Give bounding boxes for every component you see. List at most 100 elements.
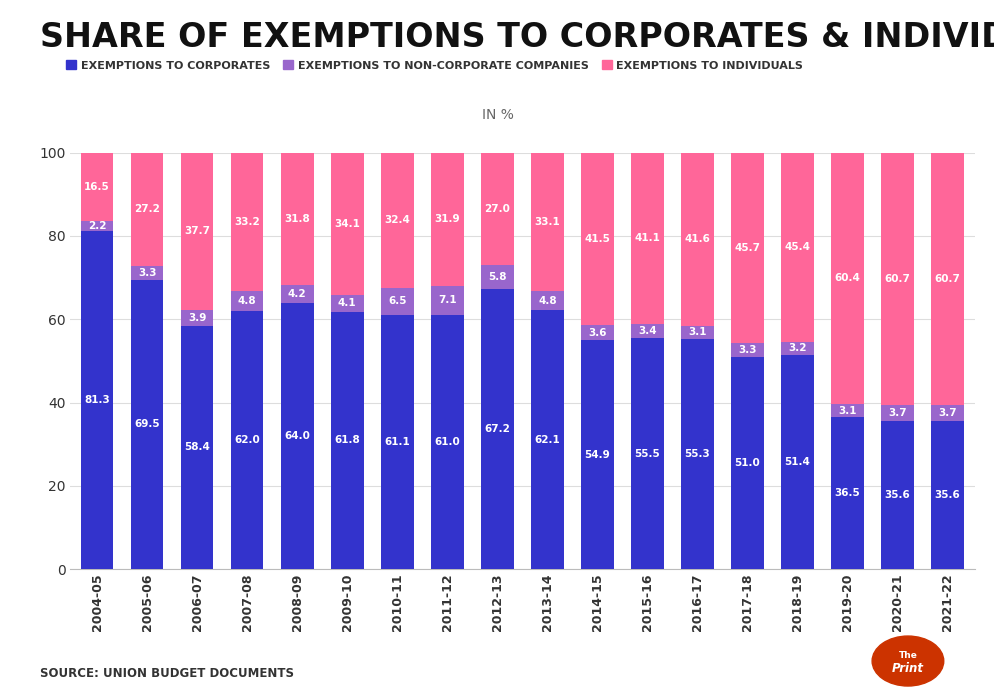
Text: 35.6: 35.6 bbox=[884, 490, 910, 500]
Text: SHARE OF EXEMPTIONS TO CORPORATES & INDIVIDUALS: SHARE OF EXEMPTIONS TO CORPORATES & INDI… bbox=[40, 21, 994, 54]
Text: 4.1: 4.1 bbox=[338, 298, 356, 308]
Text: 45.7: 45.7 bbox=[734, 243, 759, 253]
Bar bbox=[881, 153, 912, 405]
Text: 5.8: 5.8 bbox=[488, 272, 506, 282]
Bar bbox=[580, 341, 613, 569]
Bar bbox=[381, 287, 414, 314]
Bar bbox=[331, 295, 363, 312]
Bar bbox=[930, 421, 963, 569]
Bar bbox=[780, 355, 813, 569]
Text: 61.8: 61.8 bbox=[334, 435, 360, 446]
Text: 3.1: 3.1 bbox=[837, 405, 856, 416]
Text: 3.7: 3.7 bbox=[888, 408, 906, 418]
Text: 31.9: 31.9 bbox=[434, 214, 459, 224]
Bar bbox=[681, 339, 713, 569]
Text: 7.1: 7.1 bbox=[437, 295, 456, 305]
Bar bbox=[681, 153, 713, 326]
Text: 3.1: 3.1 bbox=[688, 328, 706, 337]
Bar bbox=[881, 421, 912, 569]
Text: SOURCE: UNION BUDGET DOCUMENTS: SOURCE: UNION BUDGET DOCUMENTS bbox=[40, 667, 293, 680]
Bar bbox=[381, 314, 414, 569]
Text: 37.7: 37.7 bbox=[184, 226, 210, 236]
Legend: EXEMPTIONS TO CORPORATES, EXEMPTIONS TO NON-CORPORATE COMPANIES, EXEMPTIONS TO I: EXEMPTIONS TO CORPORATES, EXEMPTIONS TO … bbox=[66, 60, 802, 71]
Text: 61.1: 61.1 bbox=[384, 437, 410, 447]
Text: Print: Print bbox=[891, 662, 923, 675]
Text: 35.6: 35.6 bbox=[933, 490, 959, 500]
Bar bbox=[531, 310, 563, 569]
Bar bbox=[231, 311, 263, 569]
Bar bbox=[580, 153, 613, 325]
Bar bbox=[580, 325, 613, 341]
Bar bbox=[331, 153, 363, 295]
Text: 64.0: 64.0 bbox=[284, 431, 310, 441]
Bar bbox=[731, 343, 763, 357]
Bar bbox=[231, 153, 263, 291]
Bar bbox=[881, 405, 912, 421]
Text: 55.3: 55.3 bbox=[684, 449, 710, 459]
Bar bbox=[81, 230, 113, 569]
Bar bbox=[430, 153, 463, 285]
Bar bbox=[830, 404, 863, 417]
Bar bbox=[731, 153, 763, 343]
Bar bbox=[131, 266, 163, 280]
Bar bbox=[481, 153, 513, 265]
Bar bbox=[830, 153, 863, 404]
Text: 62.0: 62.0 bbox=[235, 435, 259, 445]
Text: 45.4: 45.4 bbox=[783, 242, 810, 252]
Bar bbox=[830, 417, 863, 569]
Text: 4.8: 4.8 bbox=[238, 296, 256, 306]
Bar bbox=[930, 153, 963, 405]
Text: 32.4: 32.4 bbox=[384, 215, 410, 225]
Bar bbox=[181, 326, 214, 569]
Text: 3.9: 3.9 bbox=[188, 313, 206, 323]
Text: 41.6: 41.6 bbox=[684, 235, 710, 244]
Text: 36.5: 36.5 bbox=[834, 488, 860, 498]
Text: 27.0: 27.0 bbox=[484, 204, 510, 214]
Bar bbox=[731, 357, 763, 569]
Bar bbox=[630, 153, 663, 324]
Bar bbox=[630, 324, 663, 338]
Bar bbox=[381, 153, 414, 287]
Text: 34.1: 34.1 bbox=[334, 219, 360, 229]
Text: 3.3: 3.3 bbox=[738, 345, 756, 355]
Bar bbox=[630, 338, 663, 569]
Text: 81.3: 81.3 bbox=[84, 395, 110, 405]
Text: 61.0: 61.0 bbox=[434, 437, 460, 447]
Text: 4.2: 4.2 bbox=[287, 289, 306, 299]
Text: 27.2: 27.2 bbox=[134, 204, 160, 214]
Bar bbox=[481, 289, 513, 569]
Text: 58.4: 58.4 bbox=[184, 443, 210, 452]
Text: 33.1: 33.1 bbox=[534, 217, 560, 227]
Circle shape bbox=[871, 636, 942, 686]
Text: 69.5: 69.5 bbox=[134, 419, 160, 430]
Text: 16.5: 16.5 bbox=[84, 182, 110, 192]
Bar bbox=[81, 221, 113, 230]
Text: 31.8: 31.8 bbox=[284, 214, 310, 224]
Text: 41.1: 41.1 bbox=[634, 233, 660, 244]
Bar bbox=[681, 326, 713, 339]
Text: 33.2: 33.2 bbox=[235, 217, 259, 227]
Bar bbox=[780, 341, 813, 355]
Text: 4.8: 4.8 bbox=[538, 296, 556, 305]
Text: 67.2: 67.2 bbox=[484, 424, 510, 434]
Bar bbox=[430, 285, 463, 315]
Bar bbox=[531, 291, 563, 310]
Bar bbox=[131, 153, 163, 266]
Bar bbox=[231, 291, 263, 311]
Text: 60.4: 60.4 bbox=[834, 273, 860, 283]
Bar bbox=[131, 280, 163, 569]
Text: 62.1: 62.1 bbox=[534, 434, 560, 445]
Bar bbox=[81, 153, 113, 221]
Text: IN %: IN % bbox=[481, 108, 513, 121]
Text: 60.7: 60.7 bbox=[884, 274, 910, 284]
Text: The: The bbox=[898, 652, 916, 660]
Text: 60.7: 60.7 bbox=[933, 274, 959, 284]
Bar bbox=[181, 153, 214, 310]
Bar bbox=[280, 303, 313, 569]
Text: 55.5: 55.5 bbox=[634, 448, 660, 459]
Text: 6.5: 6.5 bbox=[388, 296, 407, 306]
Text: 3.7: 3.7 bbox=[937, 408, 956, 418]
Bar bbox=[481, 265, 513, 289]
Text: 54.9: 54.9 bbox=[583, 450, 609, 460]
Bar bbox=[780, 153, 813, 341]
